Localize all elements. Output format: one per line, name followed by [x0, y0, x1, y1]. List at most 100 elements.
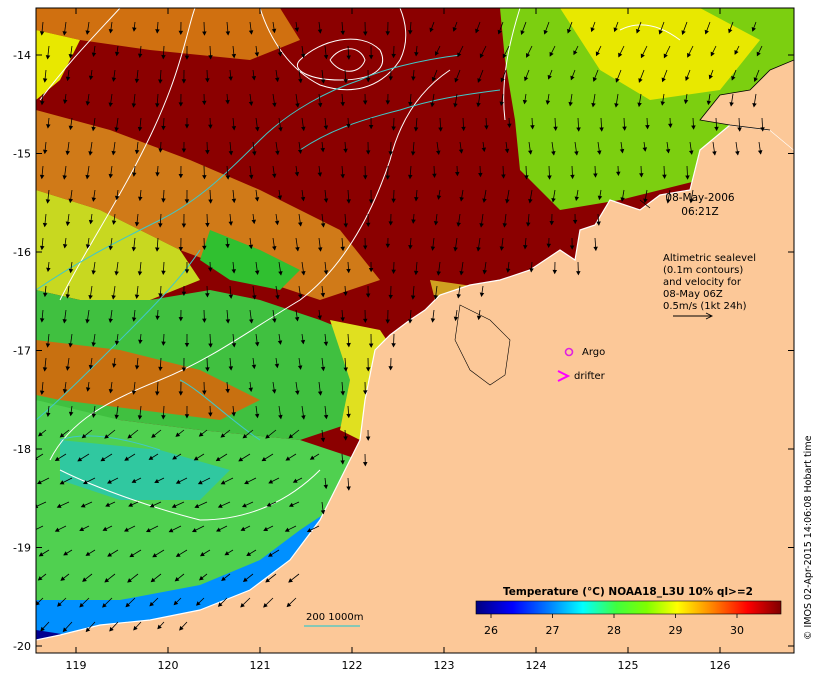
velocity-arrow-head — [173, 600, 179, 606]
velocity-arrow-head — [681, 30, 686, 35]
velocity-arrow-head — [622, 126, 627, 131]
velocity-arrow-head — [760, 127, 765, 132]
velocity-arrow-head — [65, 221, 71, 227]
velocity-arrow-head — [432, 173, 437, 178]
velocity-arrow-head — [615, 77, 620, 83]
velocity-arrow-head — [215, 456, 221, 462]
velocity-arrow-head — [365, 367, 371, 372]
sst-yellow-west — [36, 190, 200, 300]
velocity-arrow-head — [714, 126, 719, 132]
velocity-arrow-head — [265, 578, 271, 583]
lat-tick-label: -17 — [13, 345, 31, 358]
velocity-arrow-head — [248, 387, 254, 393]
velocity-arrow-head — [362, 100, 368, 105]
velocity-arrow-head — [433, 221, 439, 226]
velocity-arrow-head — [111, 77, 117, 82]
velocity-arrow-head — [127, 578, 132, 583]
velocity-arrow-head — [295, 390, 300, 396]
velocity-arrow-head — [385, 31, 391, 36]
velocity-arrow-head — [238, 457, 244, 462]
velocity-arrow-head — [320, 79, 326, 84]
velocity-arrow-head — [484, 125, 489, 130]
velocity-arrow-head — [242, 433, 248, 439]
velocity-arrow-head — [37, 576, 43, 581]
velocity-arrow-head — [391, 343, 396, 348]
velocity-arrow-head — [193, 456, 199, 461]
velocity-arrow-head — [274, 363, 280, 369]
velocity-arrow-head — [114, 127, 119, 132]
velocity-arrow-head — [268, 552, 273, 557]
velocity-arrow-head — [340, 460, 345, 465]
velocity-arrow-head — [752, 102, 757, 108]
velocity-arrow-head — [65, 76, 71, 82]
velocity-arrow-head — [246, 551, 252, 557]
velocity-arrow-head — [323, 341, 329, 347]
velocity-arrow-head — [271, 173, 277, 179]
velocity-arrow-head — [301, 126, 306, 132]
velocity-arrow-head — [658, 29, 663, 35]
velocity-arrow-head — [111, 150, 116, 156]
velocity-arrow-head — [45, 412, 51, 418]
velocity-arrow-head — [155, 391, 160, 396]
velocity-arrow-head — [148, 455, 154, 460]
velocity-arrow-head — [433, 295, 439, 300]
velocity-arrow-head — [288, 434, 294, 439]
velocity-arrow-head — [129, 553, 135, 558]
velocity-arrow-head — [365, 436, 371, 441]
velocity-arrow-head — [549, 221, 555, 226]
velocity-arrow-head — [477, 78, 482, 83]
velocity-arrow-head — [272, 246, 277, 251]
velocity-arrow-head — [502, 53, 507, 59]
velocity-arrow-head — [39, 390, 45, 395]
velocity-arrow-head — [39, 318, 45, 323]
velocity-arrow-head — [317, 315, 322, 320]
argo-marker — [564, 347, 574, 357]
king-sound — [454, 304, 511, 386]
velocity-arrow-head — [436, 271, 442, 276]
velocity-arrow-head — [294, 316, 300, 322]
velocity-arrow-head — [155, 29, 160, 34]
velocity-arrow-head — [178, 173, 184, 179]
velocity-arrow-head — [175, 432, 181, 437]
velocity-arrow-head — [131, 478, 137, 483]
velocity-arrow-head — [346, 268, 351, 274]
velocity-arrow-head — [549, 51, 554, 57]
velocity-arrow-head — [545, 100, 551, 105]
velocity-arrow-head — [551, 197, 556, 203]
velocity-arrow-head — [288, 578, 293, 583]
velocity-arrow-head — [248, 244, 254, 250]
velocity-arrow-head — [111, 363, 117, 368]
velocity-arrow-head — [320, 437, 326, 443]
velocity-arrow-head — [85, 319, 90, 324]
velocity-arrow-head — [691, 125, 696, 130]
velocity-arrow-head — [453, 316, 459, 322]
velocity-arrow-head — [320, 510, 326, 515]
velocity-arrow-head — [346, 486, 351, 491]
velocity-arrow-head — [100, 457, 106, 462]
velocity-arrow-head — [320, 366, 326, 372]
velocity-arrow-head — [65, 294, 71, 299]
velocity-arrow-head — [240, 526, 246, 531]
velocity-arrow-head — [297, 222, 303, 227]
velocity-arrow-head — [179, 625, 184, 631]
velocity-arrow-head — [368, 267, 374, 273]
velocity-arrow-head — [411, 219, 416, 224]
velocity-arrow-head — [524, 175, 529, 180]
velocity-arrow-head — [277, 195, 283, 200]
velocity-arrow-head — [362, 318, 368, 324]
velocity-arrow-head — [597, 150, 602, 155]
velocity-arrow-head — [476, 102, 481, 108]
plot-area — [36, 8, 794, 653]
velocity-arrow-head — [275, 295, 280, 300]
velocity-arrow-head — [340, 30, 345, 36]
velocity-arrow-head — [208, 55, 213, 60]
velocity-arrow-head — [102, 603, 107, 608]
velocity-arrow-head — [301, 271, 306, 276]
velocity-arrow-head — [343, 79, 348, 84]
velocity-arrow-head — [108, 388, 114, 394]
velocity-arrow-head — [298, 78, 303, 84]
velocity-arrow-head — [320, 147, 325, 153]
velocity-arrow-head — [85, 387, 91, 392]
velocity-arrow-head — [476, 315, 482, 321]
